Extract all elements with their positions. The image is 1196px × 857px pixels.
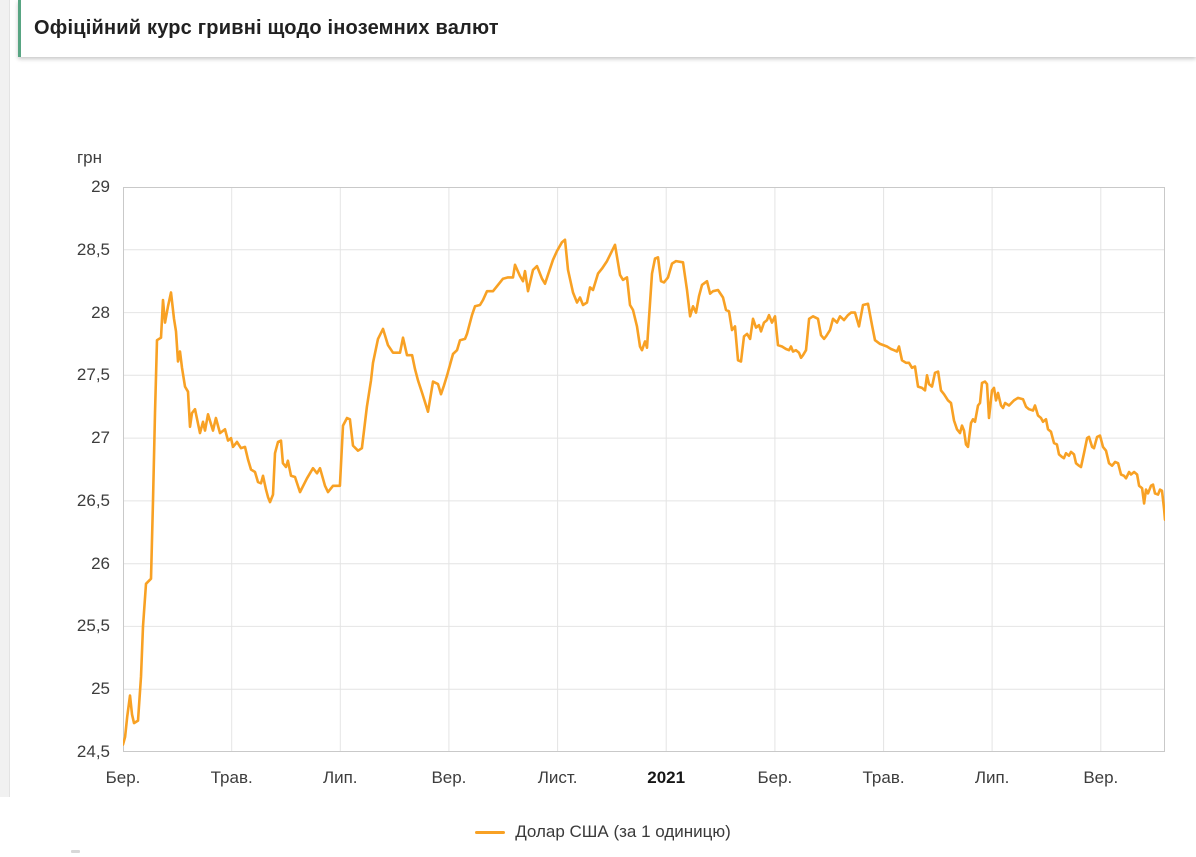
legend-item-usd[interactable]: Долар США (за 1 одиницю)	[10, 822, 1196, 842]
x-tick-label: Лип.	[295, 768, 385, 788]
x-tick-label: Вер.	[1056, 768, 1146, 788]
chart-title-bar: Офіційний курс гривні щодо іноземних вал…	[18, 0, 1196, 57]
x-tick-label: Лист.	[513, 768, 603, 788]
y-tick-label: 26	[91, 554, 110, 574]
y-axis-tick-labels: 29 28,5 28 27,5 27 26,5 26 25,5 25 24,5	[10, 60, 110, 857]
y-tick-label: 27	[91, 428, 110, 448]
page-title: Офіційний курс гривні щодо іноземних вал…	[34, 17, 499, 40]
x-tick-label: Бер.	[730, 768, 820, 788]
page-left-gutter	[0, 0, 10, 797]
x-tick-label: Вер.	[404, 768, 494, 788]
y-tick-label: 25	[91, 679, 110, 699]
y-tick-label: 26,5	[77, 491, 110, 511]
x-tick-label: 2021	[621, 768, 711, 788]
legend-line-swatch	[475, 831, 505, 834]
y-tick-label: 29	[91, 177, 110, 197]
x-tick-label: Трав.	[187, 768, 277, 788]
legend-label: Долар США (за 1 одиницю)	[515, 822, 731, 842]
y-tick-label: 28	[91, 303, 110, 323]
y-tick-label: 28,5	[77, 240, 110, 260]
y-tick-label: 25,5	[77, 616, 110, 636]
y-tick-label: 27,5	[77, 365, 110, 385]
x-tick-label: Лип.	[947, 768, 1037, 788]
x-tick-label: Бер.	[78, 768, 168, 788]
x-tick-label: Трав.	[839, 768, 929, 788]
line-chart-canvas[interactable]	[123, 187, 1165, 752]
y-tick-label: 24,5	[77, 742, 110, 762]
cropped-element-fragment	[71, 850, 80, 853]
